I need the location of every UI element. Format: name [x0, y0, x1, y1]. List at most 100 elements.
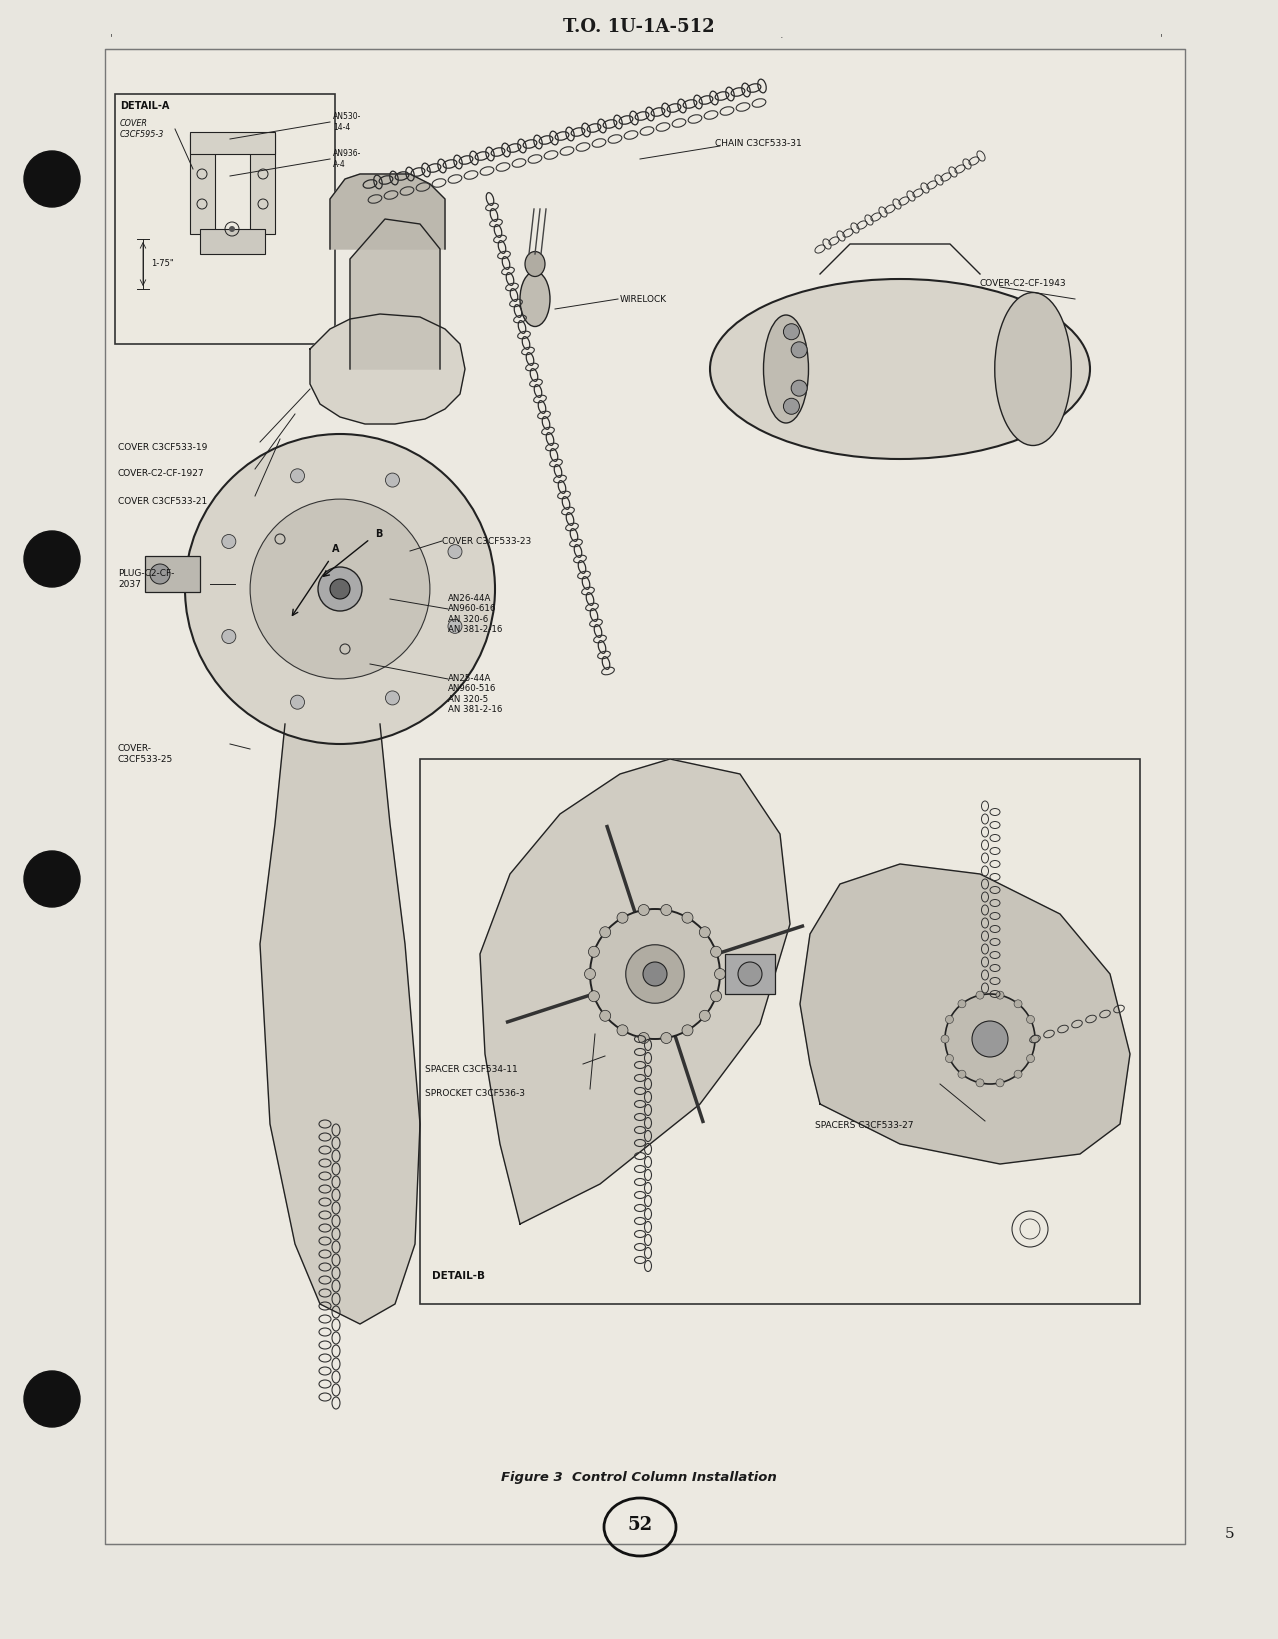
Circle shape [599, 926, 611, 938]
Circle shape [150, 564, 170, 583]
Ellipse shape [711, 279, 1090, 459]
Circle shape [643, 962, 667, 987]
Text: COVER-
C3CF533-25: COVER- C3CF533-25 [118, 744, 174, 764]
Circle shape [386, 692, 400, 705]
Circle shape [699, 926, 711, 938]
Text: AN25-44A
AN960-516
AN 320-5
AN 381-2-16: AN25-44A AN960-516 AN 320-5 AN 381-2-16 [449, 674, 502, 715]
Circle shape [976, 992, 984, 1000]
Bar [190, 133, 275, 154]
Circle shape [996, 1078, 1005, 1087]
Text: 1-75": 1-75" [151, 259, 174, 269]
Circle shape [976, 1078, 984, 1087]
Circle shape [783, 325, 800, 339]
Polygon shape [330, 174, 445, 249]
Circle shape [599, 1010, 611, 1021]
Circle shape [222, 629, 236, 644]
Circle shape [638, 905, 649, 916]
Circle shape [588, 946, 599, 957]
Polygon shape [800, 864, 1130, 1164]
Circle shape [791, 343, 808, 357]
Circle shape [1026, 1054, 1035, 1062]
Circle shape [1031, 1034, 1039, 1042]
Circle shape [617, 1024, 627, 1036]
Polygon shape [311, 315, 465, 425]
Text: AN530-
14-4: AN530- 14-4 [334, 113, 362, 131]
Circle shape [946, 1054, 953, 1062]
Circle shape [222, 534, 236, 549]
Text: T.O. 1U-1A-512: T.O. 1U-1A-512 [564, 18, 714, 36]
Text: CHAIN C3CF533-31: CHAIN C3CF533-31 [714, 139, 801, 149]
Text: PLUG-C2-CF-
2037: PLUG-C2-CF- 2037 [118, 569, 174, 588]
Bar [725, 954, 774, 993]
Circle shape [318, 567, 362, 611]
Bar [105, 49, 1185, 1544]
Bar [250, 134, 275, 234]
Circle shape [661, 1033, 672, 1044]
Text: COVER C3CF533-23: COVER C3CF533-23 [442, 536, 532, 546]
Text: B: B [374, 529, 382, 539]
Bar [199, 229, 265, 254]
Circle shape [682, 1024, 693, 1036]
Circle shape [973, 1021, 1008, 1057]
Text: WIRELOCK: WIRELOCK [620, 295, 667, 303]
Ellipse shape [763, 315, 809, 423]
Circle shape [24, 531, 81, 587]
Circle shape [737, 962, 762, 987]
Text: 5: 5 [1226, 1528, 1235, 1541]
Text: ': ' [1160, 33, 1163, 43]
Ellipse shape [994, 292, 1071, 446]
Circle shape [449, 544, 461, 559]
Bar [115, 93, 335, 344]
Text: A: A [332, 544, 340, 554]
Circle shape [941, 1034, 950, 1042]
Circle shape [584, 969, 596, 980]
Text: COVER
C3CF595-3: COVER C3CF595-3 [120, 120, 165, 139]
Circle shape [588, 990, 599, 1001]
Polygon shape [259, 724, 420, 1324]
Circle shape [783, 398, 800, 415]
Circle shape [958, 1000, 966, 1008]
Circle shape [946, 1016, 953, 1023]
Circle shape [290, 469, 304, 484]
Circle shape [449, 620, 461, 633]
Circle shape [1013, 1070, 1022, 1078]
Circle shape [682, 913, 693, 923]
Text: COVER-C2-CF-1927: COVER-C2-CF-1927 [118, 469, 204, 479]
Circle shape [791, 380, 808, 397]
Ellipse shape [520, 272, 550, 326]
Text: SPROCKET C3CF536-3: SPROCKET C3CF536-3 [426, 1090, 525, 1098]
Circle shape [711, 990, 722, 1001]
Circle shape [24, 1370, 81, 1428]
Circle shape [711, 946, 722, 957]
Circle shape [386, 474, 400, 487]
Text: SPACERS C3CF533-27: SPACERS C3CF533-27 [815, 1121, 914, 1131]
Circle shape [714, 969, 726, 980]
Text: DETAIL-B: DETAIL-B [432, 1270, 484, 1282]
Polygon shape [350, 220, 440, 369]
Text: AN26-44A
AN960-616
AN 320-6
AN 381-2-16: AN26-44A AN960-616 AN 320-6 AN 381-2-16 [449, 593, 502, 634]
Ellipse shape [525, 251, 544, 277]
Circle shape [638, 1033, 649, 1044]
Text: AN936-
A-4: AN936- A-4 [334, 149, 362, 169]
Text: Figure 3  Control Column Installation: Figure 3 Control Column Installation [501, 1470, 777, 1483]
Text: COVER C3CF533-21: COVER C3CF533-21 [118, 497, 207, 505]
Circle shape [617, 913, 627, 923]
Circle shape [661, 905, 672, 916]
Text: DETAIL-A: DETAIL-A [120, 102, 170, 111]
Circle shape [330, 579, 350, 598]
Text: ·: · [780, 33, 783, 43]
Circle shape [24, 151, 81, 207]
Circle shape [699, 1010, 711, 1021]
Circle shape [24, 851, 81, 906]
Circle shape [996, 992, 1005, 1000]
Bar [190, 134, 215, 234]
Circle shape [250, 500, 429, 679]
Text: SPACER C3CF534-11: SPACER C3CF534-11 [426, 1064, 518, 1074]
Circle shape [958, 1070, 966, 1078]
Bar [420, 759, 1140, 1305]
Bar [144, 556, 199, 592]
Circle shape [185, 434, 495, 744]
Text: COVER C3CF533-19: COVER C3CF533-19 [118, 443, 207, 451]
Circle shape [590, 910, 720, 1039]
Text: 52: 52 [627, 1516, 653, 1534]
